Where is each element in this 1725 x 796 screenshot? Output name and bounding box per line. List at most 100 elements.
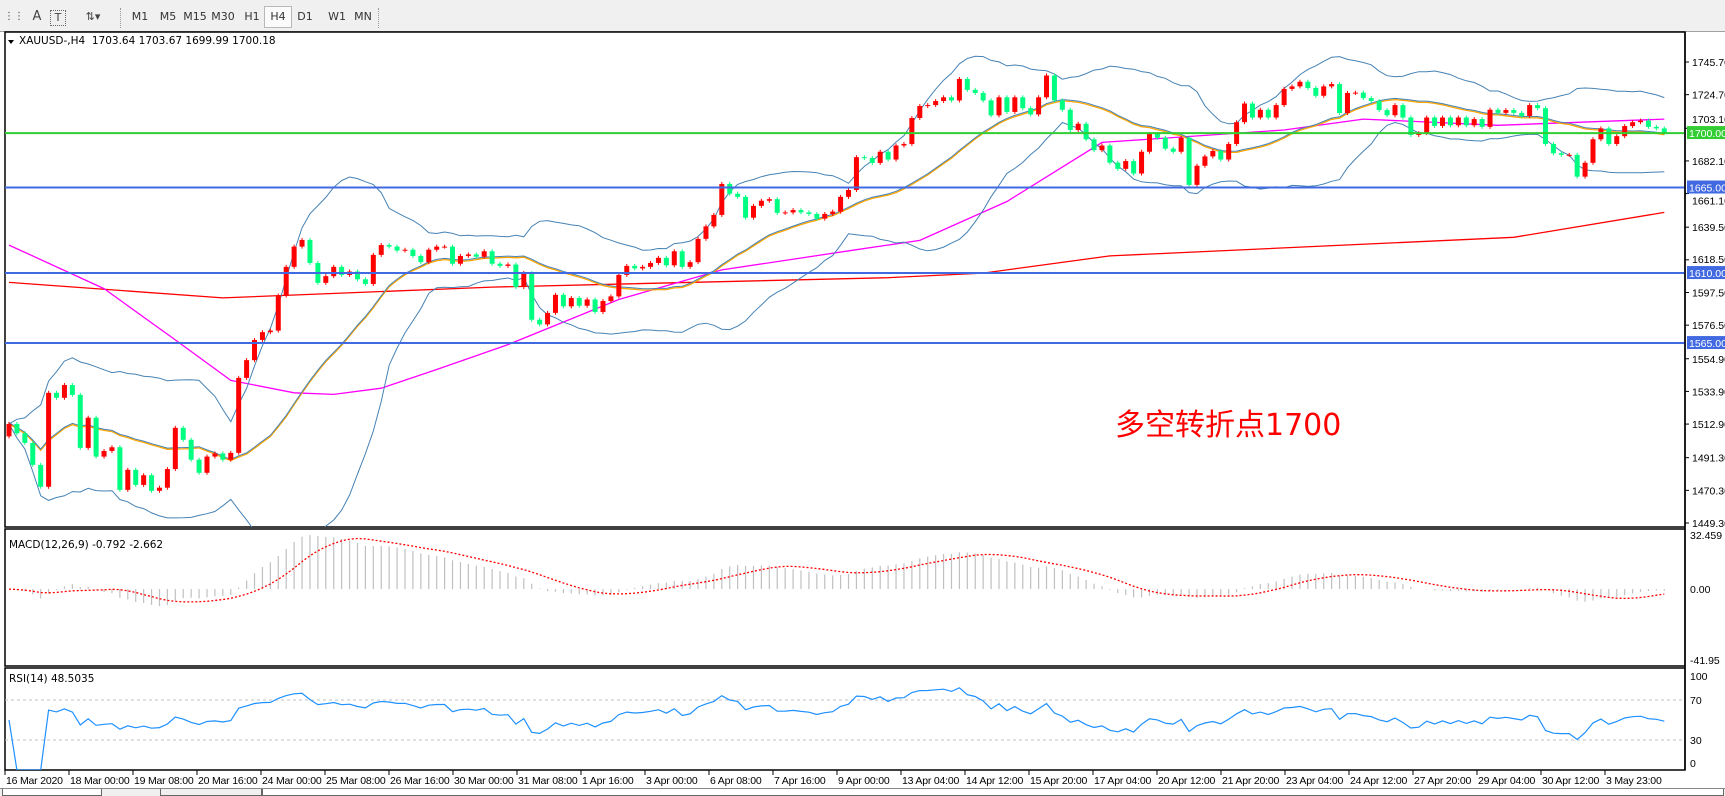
text-label-icon[interactable]: T [50, 10, 66, 26]
timeframe-mn-button[interactable]: MN [354, 10, 372, 23]
candle-bull [941, 97, 947, 102]
candle-bear [93, 417, 99, 457]
time-tick-label: 21 Apr 20:00 [1222, 775, 1280, 787]
candle-bear [1400, 105, 1406, 118]
candle-bear [980, 92, 986, 101]
candle-bull [156, 487, 162, 491]
timeframe-m1-button[interactable]: M1 [131, 10, 149, 23]
candle-bear [972, 89, 978, 93]
candle-bear [149, 475, 155, 491]
timeframe-h4-button[interactable]: H4 [264, 6, 292, 28]
candle-bull [101, 450, 107, 457]
candle-bear [806, 212, 812, 214]
text-icon[interactable]: A [32, 9, 42, 24]
hline-price-label: 1700.00 [1689, 128, 1725, 140]
ma-fast-line [8, 98, 1665, 462]
time-tick-label: 20 Mar 16:00 [198, 775, 258, 787]
candle-bull [465, 254, 471, 256]
candle-bear [529, 273, 535, 320]
candle-bull [584, 299, 590, 306]
candle-bull [1178, 137, 1184, 152]
timeframe-m15-button[interactable]: M15 [183, 10, 207, 23]
candle-bull [402, 249, 408, 251]
candle-bull [1257, 109, 1263, 118]
time-tick-label: 24 Apr 12:00 [1350, 775, 1408, 787]
price-tick-label: 1470.30 [1692, 485, 1725, 497]
candle-bull [616, 274, 622, 297]
collapse-triangle-icon[interactable] [8, 40, 14, 44]
main-chart-pane [4, 31, 1686, 528]
candle-bull [655, 257, 661, 263]
timeframe-m30-button[interactable]: M30 [211, 10, 235, 23]
candle-bull [695, 238, 701, 263]
candle-bear [1170, 148, 1176, 152]
candle-bull [1344, 92, 1350, 114]
candle-bear [1028, 108, 1034, 115]
annotation-text[interactable]: 多空转折点1700 [1115, 408, 1341, 443]
candle-bear [117, 447, 123, 490]
candle-bull [1099, 145, 1105, 151]
candle-bull [141, 475, 147, 485]
candle-bull [893, 145, 899, 160]
rsi-tick-label: 0 [1690, 758, 1696, 770]
candle-bull [933, 101, 939, 106]
candle-bull [164, 469, 170, 488]
timeframe-h1-button[interactable]: H1 [244, 10, 260, 23]
candle-bull [426, 249, 432, 263]
candle-bull [370, 254, 376, 284]
candle-bull [1527, 105, 1533, 116]
candle-bull [758, 200, 764, 206]
candle-bull [6, 423, 12, 437]
candle-bull [1487, 109, 1493, 127]
bollinger-middle-line [8, 97, 1665, 460]
candle-bull [1146, 134, 1152, 152]
candle-bear [1059, 100, 1065, 110]
candle-bull [1630, 122, 1636, 127]
candle-bull [1582, 162, 1588, 177]
candle-bear [180, 427, 186, 440]
time-tick-label: 3 Apr 00:00 [646, 775, 698, 787]
candle-bear [663, 257, 669, 266]
candle-bull [1392, 105, 1398, 116]
rsi-pane [4, 667, 1686, 771]
timeframe-d1-button[interactable]: D1 [297, 10, 313, 23]
candle-bear [592, 299, 598, 312]
candle-bear [948, 97, 954, 101]
candle-bull [442, 246, 448, 248]
candle-bear [798, 210, 804, 213]
candle-bear [450, 246, 456, 264]
candle-bear [885, 151, 891, 160]
arrows-icon[interactable]: ⇅▾ [85, 10, 101, 23]
candle-bull [457, 255, 463, 264]
candle-bear [22, 433, 28, 443]
candle-bull [925, 105, 931, 107]
candle-bear [869, 157, 875, 163]
candle-bear [632, 265, 638, 269]
candle-bull [1297, 81, 1303, 87]
candle-bear [69, 385, 75, 395]
candle-bull [434, 246, 440, 250]
candle-bear [727, 183, 733, 194]
candle-bear [133, 469, 139, 485]
bollinger-lower-line [8, 121, 1665, 527]
candle-bull [1622, 126, 1628, 137]
candle-bull [1202, 156, 1208, 166]
candle-bull [1503, 110, 1509, 113]
price-tick-label: 1703.10 [1692, 114, 1725, 126]
candle-bull [1012, 97, 1018, 112]
price-tick-label: 1661.10 [1692, 196, 1725, 208]
candle-bull [901, 143, 907, 146]
grid-icon[interactable]: ⋮⋮ [4, 11, 24, 22]
timeframe-w1-button[interactable]: W1 [328, 10, 346, 23]
time-tick-label: 9 Apr 00:00 [838, 775, 890, 787]
time-tick-label: 29 Apr 04:00 [1478, 775, 1536, 787]
candle-bear [560, 294, 566, 307]
candle-bear [473, 254, 479, 257]
candle-bear [1535, 105, 1541, 109]
timeframe-m5-button[interactable]: M5 [159, 10, 177, 23]
candle-bear [1408, 117, 1414, 135]
candle-bull [703, 226, 709, 239]
price-tick-label: 1618.50 [1692, 254, 1725, 266]
time-tick-label: 1 Apr 16:00 [582, 775, 634, 787]
